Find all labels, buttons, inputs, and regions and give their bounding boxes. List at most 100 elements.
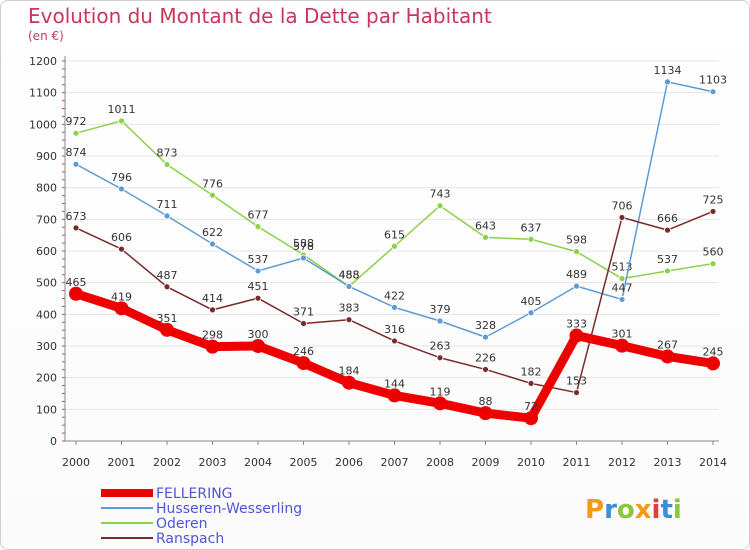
- data-label: 537: [657, 253, 678, 266]
- data-label: 447: [612, 281, 633, 294]
- data-point: [478, 406, 493, 421]
- data-label: 1103: [699, 74, 727, 87]
- legend-label: Ranspach: [156, 531, 224, 547]
- brand-letter: o: [617, 495, 635, 525]
- x-tick-label: 2013: [654, 456, 682, 469]
- data-label: 119: [430, 385, 451, 398]
- data-label: 351: [157, 312, 178, 325]
- x-tick-label: 2008: [426, 456, 454, 469]
- data-point: [573, 389, 580, 396]
- data-point: [160, 322, 174, 337]
- data-point: [163, 212, 171, 220]
- data-point: [387, 388, 402, 403]
- data-point: [709, 260, 717, 268]
- data-label: 414: [202, 292, 223, 305]
- data-label: 796: [111, 171, 132, 184]
- brand-letter: i: [652, 495, 661, 525]
- data-label: 245: [703, 345, 724, 358]
- data-point: [391, 242, 398, 250]
- data-point: [114, 301, 129, 316]
- data-label: 153: [566, 375, 587, 388]
- data-point: [300, 254, 307, 262]
- y-tick-label: 1200: [29, 55, 57, 68]
- data-label: 598: [566, 234, 587, 247]
- data-label: 328: [475, 319, 496, 332]
- data-point: [573, 248, 580, 256]
- data-label: 513: [612, 261, 633, 274]
- data-point: [615, 338, 629, 353]
- legend-label: Husseren-Wesserling: [156, 501, 302, 517]
- x-tick-label: 2002: [153, 456, 181, 469]
- x-tick-label: 2005: [290, 456, 318, 469]
- data-point: [436, 317, 444, 325]
- data-label: 725: [703, 193, 724, 206]
- data-label: 451: [248, 280, 269, 293]
- data-point: [706, 356, 720, 371]
- data-label: 246: [293, 345, 314, 358]
- data-label: 677: [248, 209, 269, 222]
- data-label: 615: [384, 228, 405, 241]
- data-point: [296, 356, 311, 371]
- data-point: [118, 117, 125, 125]
- legend-label: FELLERING: [156, 486, 233, 502]
- data-label: 316: [384, 323, 405, 336]
- data-label: 72: [524, 400, 538, 413]
- data-label: 711: [157, 198, 178, 211]
- chart-subtitle: (en €): [28, 29, 64, 43]
- data-label: 666: [657, 212, 678, 225]
- data-label: 301: [612, 328, 633, 341]
- data-point: [209, 191, 216, 199]
- data-label: 298: [202, 329, 223, 342]
- data-point: [254, 223, 262, 231]
- data-point: [664, 226, 671, 234]
- x-tick-label: 2000: [62, 456, 90, 469]
- data-point: [569, 328, 584, 343]
- data-point: [254, 267, 262, 275]
- data-label: 371: [293, 306, 314, 319]
- y-tick-label: 300: [36, 340, 57, 353]
- data-point: [118, 245, 125, 253]
- x-tick-label: 2006: [335, 456, 363, 469]
- y-tick-label: 500: [36, 277, 57, 290]
- data-point: [118, 185, 125, 193]
- data-point: [573, 282, 580, 290]
- x-tick-label: 2014: [699, 456, 727, 469]
- data-point: [251, 339, 265, 353]
- y-tick-label: 600: [36, 245, 57, 258]
- data-label: 1011: [108, 103, 136, 116]
- data-point: [618, 214, 626, 221]
- data-point: [72, 129, 80, 137]
- chart-title: Evolution du Montant de la Dette par Hab…: [28, 4, 492, 28]
- data-label: 465: [66, 276, 87, 289]
- data-point: [527, 309, 535, 317]
- data-point: [345, 316, 353, 324]
- data-point: [209, 240, 216, 248]
- data-point: [69, 286, 83, 301]
- data-label: 379: [430, 303, 451, 316]
- x-tick-label: 2001: [108, 456, 136, 469]
- data-label: 606: [111, 231, 132, 244]
- data-label: 144: [384, 377, 405, 390]
- y-tick-label: 200: [36, 372, 57, 385]
- x-tick-label: 2003: [199, 456, 227, 469]
- data-label: 267: [657, 338, 678, 351]
- data-label: 578: [293, 240, 314, 253]
- data-point: [254, 294, 262, 302]
- brand-letter: i: [673, 495, 682, 525]
- data-point: [527, 379, 535, 387]
- data-label: 422: [384, 289, 405, 302]
- data-point: [433, 396, 447, 411]
- data-label: 972: [66, 115, 87, 128]
- data-label: 88: [479, 395, 493, 408]
- data-point: [391, 303, 398, 311]
- data-point: [524, 411, 538, 426]
- data-label: 489: [566, 268, 587, 281]
- data-label: 537: [248, 253, 269, 266]
- data-label: 184: [339, 365, 360, 378]
- data-label: 588: [293, 237, 314, 250]
- data-point: [163, 161, 171, 168]
- data-label: 622: [202, 226, 223, 239]
- data-label: 333: [566, 318, 587, 331]
